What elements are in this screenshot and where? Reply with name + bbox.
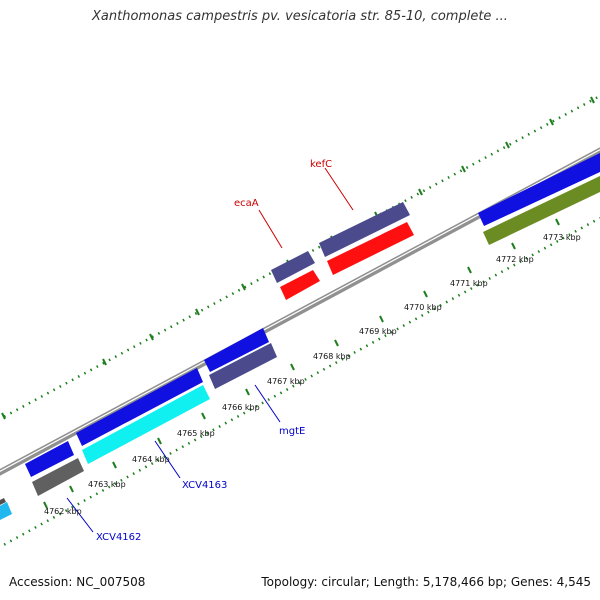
gene-block[interactable] [25, 441, 74, 477]
tick-label: 4769 kbp [359, 327, 397, 336]
gene-block[interactable] [209, 343, 277, 389]
inner-dotted-ruler [0, 216, 600, 549]
gene-label-xcv4162[interactable]: XCV4162 [96, 532, 141, 543]
gene-block[interactable] [204, 328, 269, 372]
gene-label-mgte[interactable]: mgtE [279, 426, 305, 437]
gene-block[interactable] [271, 251, 315, 283]
ruler-tick-labels: 4762 kbp 4763 kbp 4764 kbp 4765 kbp 4766… [44, 233, 581, 516]
tick-label: 4768 kbp [313, 352, 351, 361]
tick-label: 4767 kbp [267, 377, 305, 386]
gene-block[interactable] [319, 202, 410, 257]
tick-label: 4766 kbp [222, 403, 260, 412]
gene-block[interactable] [82, 385, 210, 464]
accession-text: Accession: NC_007508 [9, 575, 146, 589]
tick-label: 4764 kbp [132, 455, 170, 464]
gene-block[interactable] [0, 498, 6, 506]
gene-block[interactable] [0, 502, 12, 521]
genome-summary-text: Topology: circular; Length: 5,178,466 bp… [261, 575, 591, 589]
gene-block[interactable] [483, 176, 600, 245]
tick-label: 4762 kbp [44, 507, 82, 516]
tick-label: 4765 kbp [177, 429, 215, 438]
tick-label: 4770 kbp [404, 303, 442, 312]
gene-label-ecaa[interactable]: ecaA [234, 198, 259, 209]
label-leader-lines [66, 167, 354, 533]
map-title: Xanthomonas campestris pv. vesicatoria s… [92, 9, 508, 24]
gene-block[interactable] [280, 270, 320, 300]
gene-block[interactable] [478, 153, 600, 226]
tick-label: 4763 kbp [88, 480, 126, 489]
genes-forward-strand [25, 153, 600, 477]
gene-block[interactable] [76, 368, 203, 446]
gene-label-xcv4163[interactable]: XCV4163 [182, 480, 227, 491]
genes-reverse-strand [0, 176, 600, 521]
gene-block[interactable] [32, 458, 84, 496]
gene-label-kefc[interactable]: kefC [310, 159, 332, 170]
tick-label: 4773 kbp [543, 233, 581, 242]
tick-label: 4772 kbp [496, 255, 534, 264]
gene-block[interactable] [327, 222, 414, 275]
outer-dotted-ruler [0, 94, 600, 421]
tick-label: 4771 kbp [450, 279, 488, 288]
gene-labels: kefC ecaA mgtE XCV4163 XCV4162 [96, 159, 332, 543]
